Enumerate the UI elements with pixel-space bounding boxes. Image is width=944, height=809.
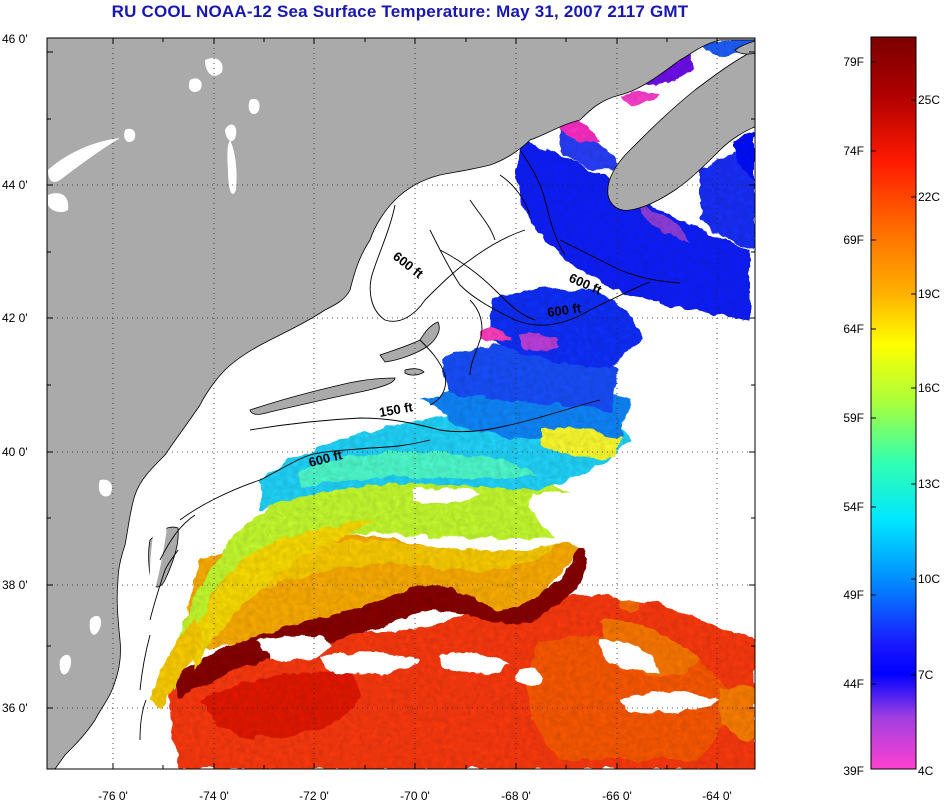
lat-label-42: 42 0'	[2, 311, 28, 325]
colorbar-label-16c: 16C	[918, 381, 941, 395]
colorbar-label-19c: 19C	[918, 287, 941, 301]
contour-label-600ft-mid: 600 ft	[546, 300, 582, 320]
lon-label-66: -66 0'	[602, 789, 632, 803]
axis-ticks	[47, 38, 755, 769]
colorbar-label-13c: 13C	[918, 477, 941, 491]
colorbar-label-4c: 4C	[918, 764, 934, 778]
lat-label-44: 44 0'	[2, 178, 28, 192]
bathymetry-contours	[139, 149, 681, 741]
colorbar-label-59f: 59F	[843, 411, 864, 425]
lon-label-70: -70 0'	[400, 789, 430, 803]
map-title: RU COOL NOAA-12 Sea Surface Temperature:…	[111, 2, 689, 21]
colorbar-label-7c: 7C	[918, 668, 934, 682]
lon-label-64: -64 0'	[702, 789, 732, 803]
colorbar-label-44f: 44F	[843, 677, 864, 691]
map-border	[46, 37, 756, 770]
lon-label-68: -68 0'	[501, 789, 531, 803]
colorbar-ticks	[871, 61, 916, 685]
lon-label-74: -74 0'	[199, 789, 229, 803]
lon-label-76: -76 0'	[98, 789, 128, 803]
colorbar-label-22c: 22C	[918, 190, 941, 204]
colorbar-label-10c: 10C	[918, 572, 941, 586]
contour-label-150ft: 150 ft	[378, 399, 415, 420]
lon-label-72: -72 0'	[299, 789, 329, 803]
lat-label-38: 38 0'	[2, 578, 28, 592]
colorbar	[870, 36, 917, 770]
colorbar-label-25c: 25C	[918, 93, 941, 107]
colorbar-label-49f: 49F	[843, 588, 864, 602]
lat-label-40: 40 0'	[2, 445, 28, 459]
colorbar-label-79f: 79F	[843, 55, 864, 69]
colorbar-label-64f: 64F	[843, 322, 864, 336]
colorbar-label-54f: 54F	[843, 500, 864, 514]
lat-label-46: 46 0'	[2, 32, 28, 46]
gridlines	[47, 38, 755, 769]
colorbar-label-74f: 74F	[843, 144, 864, 158]
colorbar-label-69f: 69F	[843, 233, 864, 247]
cloud-gaps	[260, 487, 740, 713]
lat-label-36: 36 0'	[2, 701, 28, 715]
inland-water	[48, 58, 260, 675]
colorbar-label-39f: 39F	[843, 764, 864, 778]
